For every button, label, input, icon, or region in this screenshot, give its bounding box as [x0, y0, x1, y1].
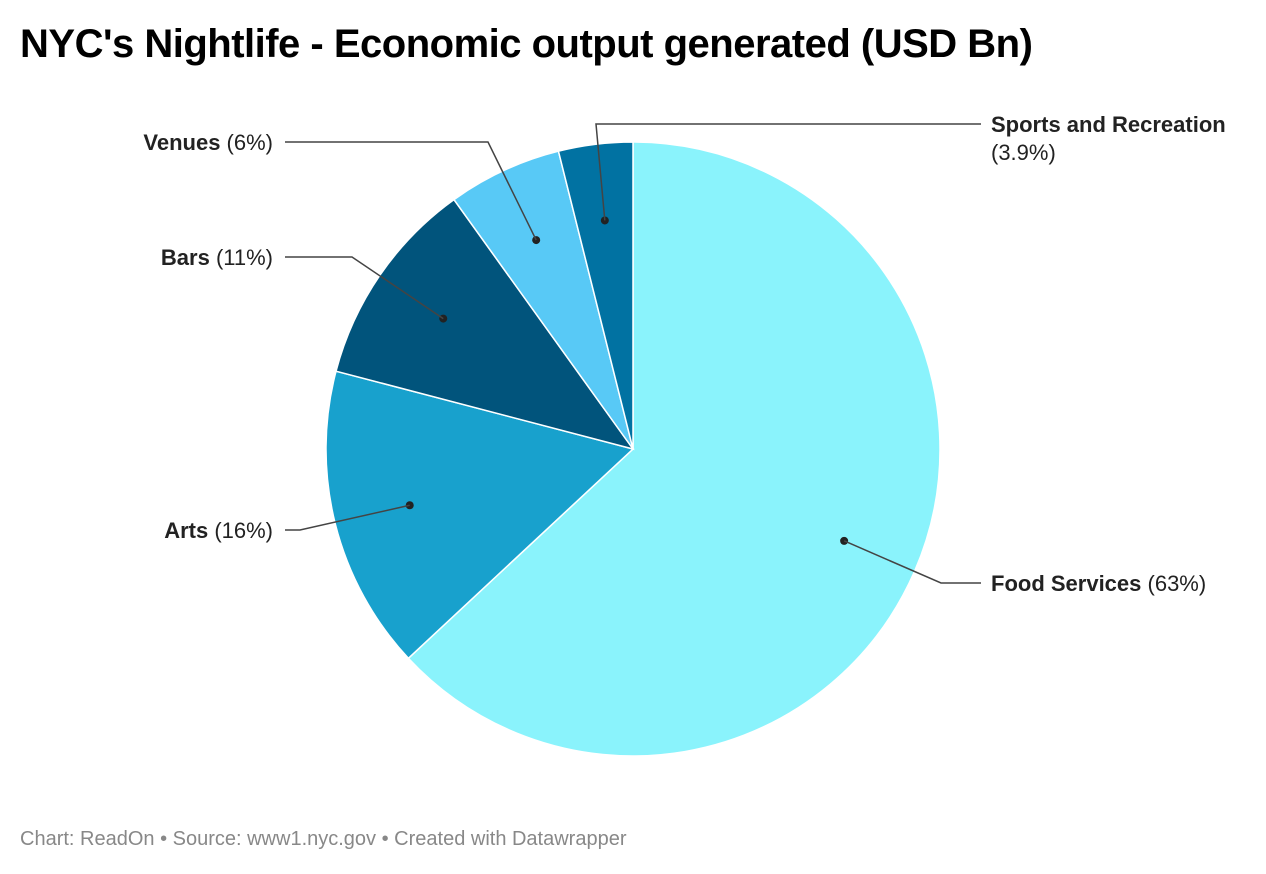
- slice-label-arts: Arts (16%): [164, 518, 273, 543]
- leader-lines: [285, 123, 981, 584]
- slice-label-venues: Venues (6%): [143, 130, 273, 155]
- leader-line-sports-and-recreation: [595, 123, 981, 221]
- pie-slices: [325, 141, 941, 757]
- leader-line-bars: [285, 256, 444, 320]
- leader-line-venues: [285, 141, 537, 241]
- pie-slice-sports-and-recreation: [557, 141, 634, 450]
- leader-line-food-services: [843, 540, 981, 584]
- slice-label-bars: Bars (11%): [161, 245, 273, 270]
- slice-label-value-sports-and-recreation: (3.9%): [991, 140, 1056, 165]
- slice-labels: Food Services (63%) Arts (16%) Bars (11%) V…: [143, 112, 1225, 596]
- slice-label-food-services: Food Services (63%): [991, 571, 1206, 596]
- chart-footer: Chart: ReadOn • Source: www1.nyc.gov • C…: [20, 828, 627, 850]
- pie-slice-arts: [325, 370, 635, 660]
- leader-line-arts: [285, 504, 410, 531]
- chart-title: NYC's Nightlife - Economic output genera…: [20, 22, 1033, 66]
- slice-label-name-sports-and-recreation: Sports and Recreation: [991, 112, 1226, 137]
